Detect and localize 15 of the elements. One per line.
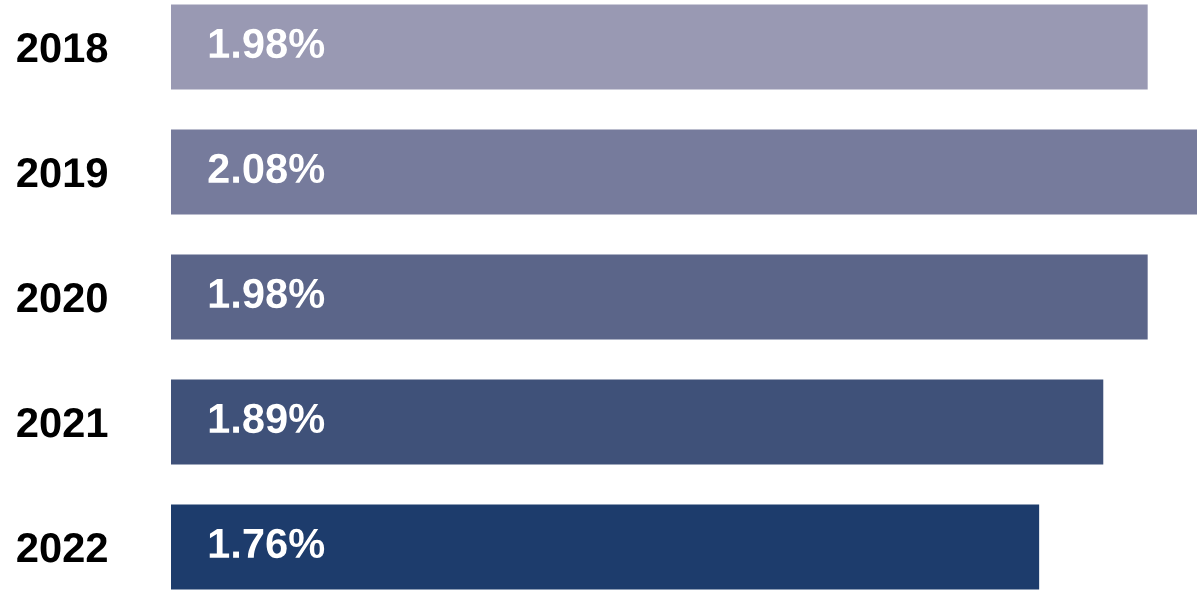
bar [171,254,1148,340]
bar [171,379,1104,465]
data-label: 2.08% [208,153,325,184]
bar [171,504,1040,590]
y-tick-label: 2020 [17,283,107,313]
bar [171,4,1148,90]
y-tick-label: 2019 [17,158,107,188]
data-label: 1.76% [209,528,325,559]
bar [171,129,1197,215]
y-tick-label: 2021 [17,408,108,438]
y-tick-label: 2018 [17,33,108,63]
data-label: 1.89% [209,403,325,434]
data-label: 1.98% [209,28,325,59]
y-tick-label: 2022 [17,533,107,563]
data-label: 1.98% [209,278,325,309]
